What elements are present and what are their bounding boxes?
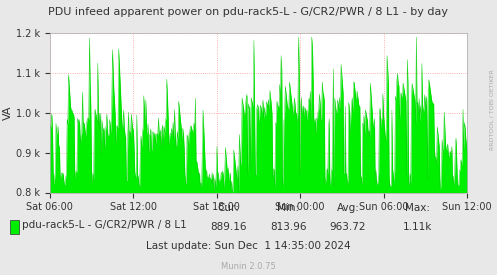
Text: 889.16: 889.16 — [210, 222, 247, 232]
Text: Munin 2.0.75: Munin 2.0.75 — [221, 262, 276, 271]
Text: RRDTOOL / TOBI OETIKER: RRDTOOL / TOBI OETIKER — [490, 70, 495, 150]
Text: 813.96: 813.96 — [270, 222, 307, 232]
Text: Avg:: Avg: — [336, 203, 359, 213]
Text: Min:: Min: — [277, 203, 299, 213]
Text: Max:: Max: — [405, 203, 430, 213]
Text: Last update: Sun Dec  1 14:35:00 2024: Last update: Sun Dec 1 14:35:00 2024 — [146, 241, 351, 251]
Text: 963.72: 963.72 — [330, 222, 366, 232]
Y-axis label: VA: VA — [3, 106, 13, 120]
Text: 1.11k: 1.11k — [403, 222, 432, 232]
Text: PDU infeed apparent power on pdu-rack5-L - G/CR2/PWR / 8 L1 - by day: PDU infeed apparent power on pdu-rack5-L… — [49, 7, 448, 17]
Text: Cur:: Cur: — [218, 203, 240, 213]
Text: pdu-rack5-L - G/CR2/PWR / 8 L1: pdu-rack5-L - G/CR2/PWR / 8 L1 — [22, 221, 187, 230]
